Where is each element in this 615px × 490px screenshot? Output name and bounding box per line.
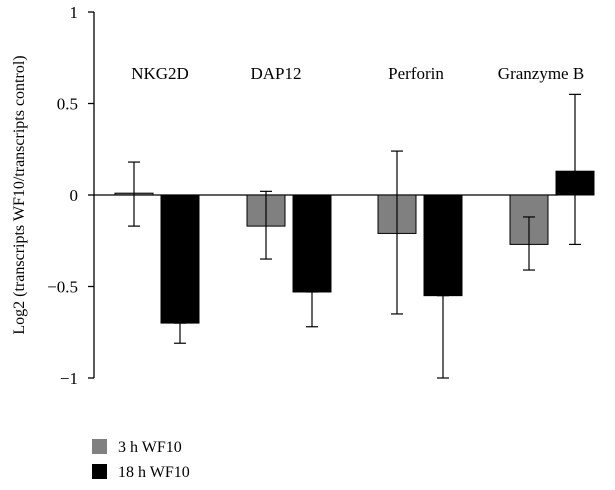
legend: 3 h WF10 18 h WF10	[92, 439, 190, 481]
y-tick-label: 0	[70, 186, 79, 205]
y-tick-label: 0.5	[57, 95, 78, 114]
bars-group	[114, 170, 595, 324]
category-label: DAP12	[250, 64, 301, 83]
error-bars-group	[128, 93, 581, 379]
category-labels: NKG2D DAP12 Perforin Granzyme B	[131, 64, 584, 83]
legend-swatch	[92, 439, 107, 454]
bar-18h-dap12	[292, 194, 332, 293]
legend-swatch	[92, 464, 107, 479]
bar-18h-nkg2d	[160, 194, 200, 324]
category-label: Perforin	[388, 64, 444, 83]
y-tick-label: −0.5	[47, 278, 78, 297]
legend-label: 18 h WF10	[118, 464, 190, 481]
y-axis-label: Log2 (transcripts WF10/transcripts contr…	[11, 55, 28, 334]
category-label: Granzyme B	[498, 64, 584, 83]
y-tick-label: 1	[70, 3, 79, 22]
category-label: NKG2D	[131, 64, 189, 83]
legend-label: 3 h WF10	[118, 439, 182, 456]
y-tick-label: −1	[60, 369, 78, 388]
bar-18h-perforin	[423, 194, 463, 297]
y-axis: 1 0.5 0 −0.5 −1	[47, 3, 95, 388]
